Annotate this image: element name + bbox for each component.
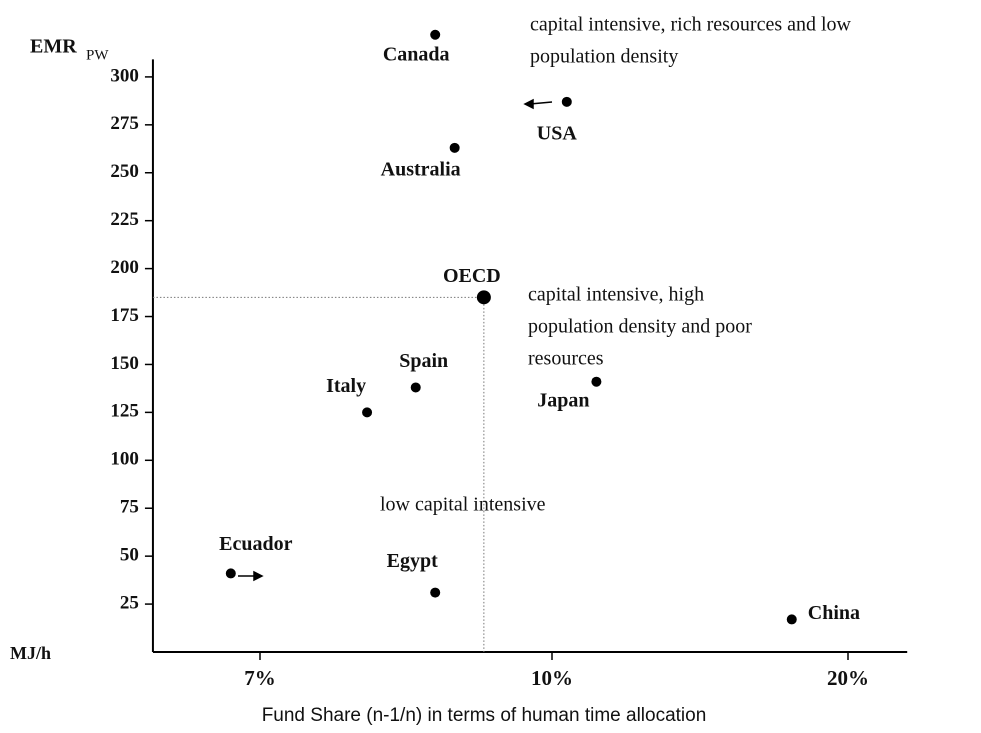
y-tick-label: 275	[110, 113, 139, 134]
point	[591, 376, 602, 387]
y-tick-label: 225	[110, 209, 139, 230]
y-axis-unit: MJ/h	[10, 643, 51, 663]
point	[561, 96, 572, 107]
point	[786, 614, 797, 625]
arrows	[238, 98, 553, 582]
annotation: capital intensive, rich resources and lo…	[530, 14, 852, 36]
point	[225, 568, 236, 579]
point	[476, 290, 491, 305]
annotation: capital intensive, high	[528, 284, 704, 306]
point	[430, 587, 441, 598]
y-tick-label: 50	[120, 545, 139, 566]
annotation: resources	[528, 348, 604, 370]
y-tick-label: 25	[120, 592, 139, 613]
y-tick-label: 175	[110, 305, 139, 326]
y-tick-label: 150	[110, 353, 139, 374]
point-label: Japan	[537, 389, 589, 411]
y-tick-label: 125	[110, 401, 139, 422]
y-axis-label: EMR	[30, 36, 77, 58]
x-tick-label: 20%	[827, 666, 869, 690]
arrow-head	[523, 98, 534, 110]
point	[449, 142, 460, 153]
point-label: Canada	[383, 43, 450, 65]
point-label: Australia	[381, 158, 461, 180]
point-label: Egypt	[387, 550, 438, 572]
x-axis-label: Fund Share (n-1/n) in terms of human tim…	[262, 705, 707, 726]
point-label: Ecuador	[219, 533, 292, 555]
x-tick-label: 10%	[531, 666, 573, 690]
point-label: Italy	[326, 375, 366, 397]
point-label: Spain	[399, 350, 448, 372]
point-label: China	[808, 602, 860, 624]
annotation: population density and poor	[528, 316, 752, 338]
y-tick-label: 75	[120, 497, 139, 518]
y-axis-label-sub: PW	[86, 47, 109, 63]
annotation: population density	[530, 46, 678, 68]
point-label: USA	[537, 122, 578, 144]
y-tick-label: 100	[110, 449, 139, 470]
point	[430, 29, 441, 40]
y-tick-label: 200	[110, 257, 139, 278]
y-tick-label: 300	[110, 65, 139, 86]
annotation: low capital intensive	[380, 494, 546, 516]
point	[362, 407, 373, 418]
arrow-head	[253, 570, 264, 582]
point-label: OECD	[443, 265, 501, 287]
y-tick-label: 250	[110, 161, 139, 182]
point	[410, 382, 421, 393]
x-tick-label: 7%	[244, 666, 276, 690]
